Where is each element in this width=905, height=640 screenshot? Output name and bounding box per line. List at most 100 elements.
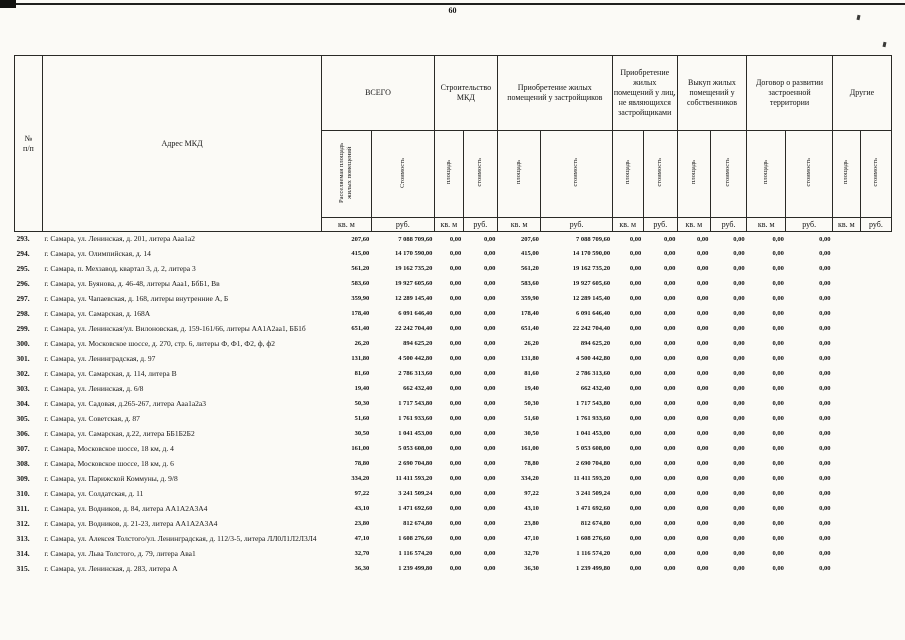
group-header-total: ВСЕГО bbox=[321, 55, 435, 131]
subcol-label: площадь bbox=[762, 160, 770, 185]
row-value: 0,00 bbox=[449, 445, 462, 453]
row-value: 0,00 bbox=[697, 310, 709, 318]
row-value: 0,00 bbox=[772, 460, 784, 468]
row-value: 2 690 704,80 bbox=[576, 460, 611, 468]
row-value: 14 170 590,00 bbox=[394, 250, 433, 258]
row-value: 0,00 bbox=[819, 445, 831, 453]
row-value: 0,00 bbox=[733, 550, 745, 558]
row-value bbox=[832, 337, 860, 352]
row-value: 0,00 bbox=[697, 520, 709, 528]
row-value: 0,00 bbox=[733, 265, 745, 273]
row-value: 5 053 608,00 bbox=[576, 445, 611, 453]
row-value: 0,00 bbox=[819, 325, 831, 333]
row-value: 36,30 bbox=[354, 565, 370, 573]
row-value: 0,00 bbox=[819, 310, 831, 318]
row-value: 0,00 bbox=[629, 565, 642, 573]
row-value: 0,00 bbox=[772, 280, 784, 288]
unit-label: кв. м bbox=[676, 217, 711, 232]
row-value: 2 690 704,80 bbox=[398, 460, 433, 468]
row-number: 295. bbox=[16, 263, 30, 273]
row-value: 47,10 bbox=[524, 535, 539, 543]
row-value: 1 471 692,60 bbox=[398, 505, 433, 513]
row-value: 26,20 bbox=[524, 340, 539, 348]
row-value: 0,00 bbox=[733, 235, 745, 243]
row-value: 0,00 bbox=[629, 295, 642, 303]
row-value: 19,40 bbox=[524, 385, 539, 393]
row-value: 207,60 bbox=[351, 235, 370, 243]
row-address: г. Самара, ул. Советская, д. 87 bbox=[44, 413, 140, 423]
row-value bbox=[860, 532, 891, 547]
row-value: 0,00 bbox=[772, 355, 784, 363]
table-row: 298. г. Самара, ул. Самарская, д. 168А 178… bbox=[15, 307, 892, 322]
row-value: 0,00 bbox=[819, 520, 831, 528]
row-value: 0,00 bbox=[819, 250, 831, 258]
row-value: 0,00 bbox=[819, 295, 831, 303]
row-value: 0,00 bbox=[484, 325, 496, 333]
resettlement-table: № п/п Адрес МКД ВСЕГО Строительство МКД … bbox=[14, 55, 893, 577]
row-value bbox=[832, 427, 860, 442]
row-value: 0,00 bbox=[733, 565, 745, 573]
row-value: 0,00 bbox=[772, 475, 784, 483]
row-value: 359,90 bbox=[351, 295, 370, 303]
row-number: 307. bbox=[16, 443, 30, 453]
subcol-total-area: Расселяемая площадь жилых помещений bbox=[321, 130, 372, 218]
table-row: 313. г. Самара, ул. Алексея Толстого/ул. … bbox=[15, 532, 892, 547]
row-value: 14 170 590,00 bbox=[572, 250, 611, 258]
row-value: 0,00 bbox=[484, 550, 496, 558]
row-value: 81,60 bbox=[524, 370, 539, 378]
row-value: 0,00 bbox=[733, 475, 745, 483]
row-value: 0,00 bbox=[697, 280, 709, 288]
subcol-label: площадь bbox=[444, 160, 452, 185]
row-value: 0,00 bbox=[819, 460, 831, 468]
row-value: 0,00 bbox=[819, 415, 831, 423]
unit-label: кв. м bbox=[611, 217, 644, 232]
row-value: 561,20 bbox=[351, 265, 370, 273]
row-value: 0,00 bbox=[484, 385, 496, 393]
row-value: 0,00 bbox=[629, 250, 642, 258]
row-value: 1 717 543,80 bbox=[398, 400, 433, 408]
row-value: 19 927 605,60 bbox=[394, 280, 433, 288]
row-value bbox=[860, 352, 891, 367]
row-value: 0,00 bbox=[697, 475, 709, 483]
table-row: 309. г. Самара, ул. Парижской Коммуны, д.… bbox=[15, 472, 892, 487]
scan-speck bbox=[856, 14, 861, 21]
row-value: 583,60 bbox=[520, 280, 539, 288]
row-value: 7 088 709,60 bbox=[576, 235, 611, 243]
row-value: 0,00 bbox=[697, 415, 709, 423]
row-value: 0,00 bbox=[697, 325, 709, 333]
row-value: 561,20 bbox=[520, 265, 539, 273]
row-value: 11 411 593,20 bbox=[573, 475, 611, 483]
subcol-purchase-pers-cost: стоимость bbox=[642, 130, 678, 218]
row-value: 6 091 646,40 bbox=[576, 310, 611, 318]
row-value: 12 289 145,40 bbox=[394, 295, 433, 303]
row-value: 0,00 bbox=[484, 295, 496, 303]
table-row: 296. г. Самара, ул. Буянова, д. 46-48, ли… bbox=[15, 277, 892, 292]
row-value: 0,00 bbox=[772, 250, 784, 258]
row-value: 0,00 bbox=[697, 250, 709, 258]
row-value: 0,00 bbox=[772, 340, 784, 348]
row-value: 0,00 bbox=[663, 505, 676, 513]
row-value: 0,00 bbox=[697, 235, 709, 243]
unit-label: руб. bbox=[462, 217, 498, 232]
row-value: 0,00 bbox=[449, 340, 462, 348]
row-value: 1 116 574,20 bbox=[576, 550, 611, 558]
row-value: 0,00 bbox=[629, 310, 642, 318]
row-value: 0,00 bbox=[697, 460, 709, 468]
row-value: 0,00 bbox=[772, 235, 784, 243]
row-value: 0,00 bbox=[663, 235, 676, 243]
row-value: 0,00 bbox=[484, 475, 496, 483]
row-value bbox=[860, 397, 891, 412]
row-value bbox=[860, 517, 891, 532]
row-value: 178,40 bbox=[351, 310, 370, 318]
row-value: 0,00 bbox=[733, 490, 745, 498]
row-value: 19 162 735,20 bbox=[572, 265, 611, 273]
row-value: 0,00 bbox=[629, 415, 642, 423]
row-value: 0,00 bbox=[663, 385, 676, 393]
row-number: 294. bbox=[16, 248, 30, 258]
row-value: 0,00 bbox=[629, 325, 642, 333]
row-value: 0,00 bbox=[629, 520, 642, 528]
row-value bbox=[832, 487, 860, 502]
row-address: г. Самара, ул. Чапаевская, д. 168, литер… bbox=[44, 293, 229, 303]
header-units-row: кв. м руб. кв. м руб. кв. м руб. кв. м р… bbox=[15, 217, 893, 232]
row-number: 304. bbox=[16, 398, 30, 408]
